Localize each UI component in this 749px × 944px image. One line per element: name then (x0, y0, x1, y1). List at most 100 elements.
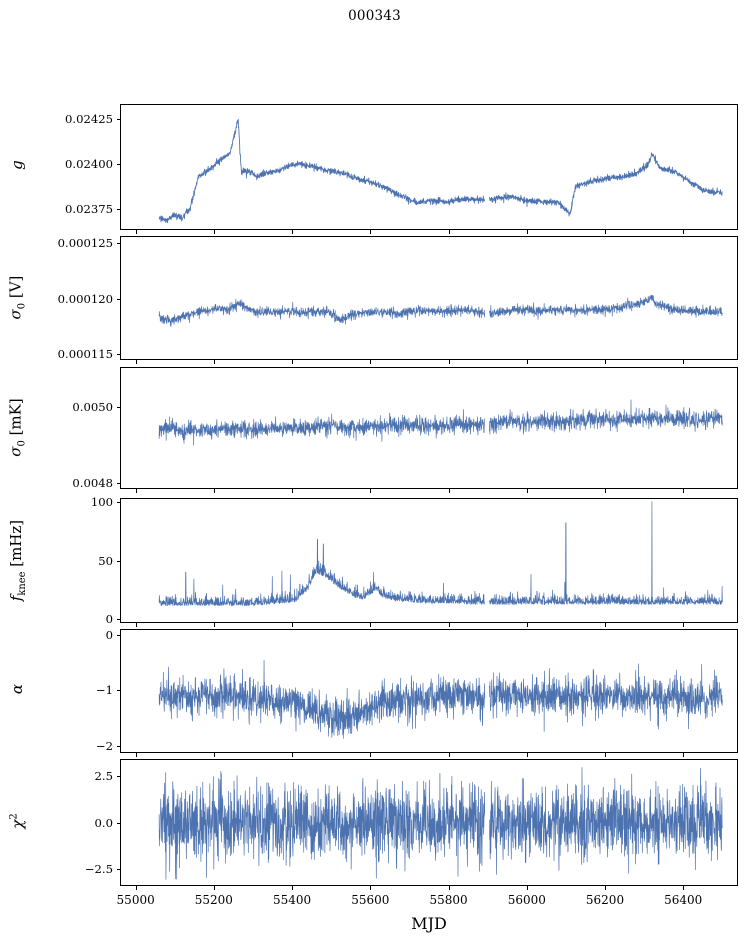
panel-g (120, 104, 738, 230)
y-tick-mark (116, 634, 120, 636)
x-tick-mark (605, 489, 606, 493)
panel-fknee (120, 498, 738, 623)
y-tick-label: 0.000125 (57, 235, 113, 250)
y-tick-label: 2.5 (94, 769, 113, 784)
data-series-line (489, 400, 722, 434)
figure-title: 000343 (348, 8, 401, 24)
y-axis-label: χ2 (8, 812, 26, 829)
x-tick-mark (526, 230, 528, 234)
x-tick-label: 55800 (429, 893, 468, 907)
x-tick-mark (448, 886, 450, 890)
data-series-line (159, 771, 485, 879)
x-tick-mark (135, 886, 137, 890)
y-tick-label: 0.02375 (65, 202, 113, 217)
data-series-line (159, 660, 485, 738)
x-tick-mark (526, 623, 528, 627)
x-tick-mark (213, 623, 215, 627)
panel-sigma0-v (120, 236, 738, 360)
x-tick-label: 56000 (507, 893, 546, 907)
x-tick-mark (292, 230, 294, 234)
y-tick-label: −2 (95, 739, 113, 754)
y-tick-label: −1 (95, 683, 113, 698)
x-tick-mark (683, 623, 685, 627)
x-axis-label: MJD (411, 914, 447, 933)
x-tick-mark (448, 360, 450, 364)
plot-area-alpha (120, 629, 738, 753)
data-series-line (489, 767, 722, 874)
x-tick-mark (683, 230, 685, 234)
data-series-line (489, 502, 722, 605)
y-tick-mark (116, 619, 120, 621)
x-tick-mark (448, 230, 450, 234)
data-series-line (489, 295, 722, 319)
x-tick-mark (213, 360, 215, 364)
data-series-line (489, 153, 722, 216)
x-tick-mark (370, 886, 372, 890)
x-tick-mark (683, 753, 685, 757)
x-tick-mark (683, 360, 685, 364)
x-tick-mark (526, 489, 528, 493)
x-tick-mark (605, 623, 606, 627)
x-tick-label: 56200 (585, 893, 625, 907)
x-tick-mark (605, 753, 606, 757)
y-tick-label: 0 (105, 627, 113, 642)
y-tick-label: 0 (105, 612, 113, 627)
x-tick-mark (292, 753, 294, 757)
x-tick-mark (370, 360, 372, 364)
x-tick-mark (292, 623, 294, 627)
x-tick-mark (292, 489, 294, 493)
y-tick-label: 0.02400 (65, 157, 113, 172)
y-tick-label: 0.000115 (57, 347, 113, 362)
y-tick-mark (116, 164, 120, 166)
y-tick-mark (116, 868, 120, 870)
plot-area-sigma0-mk (120, 367, 738, 489)
x-tick-mark (683, 886, 685, 890)
x-tick-mark (292, 886, 294, 890)
panel-alpha (120, 629, 738, 753)
data-series-line (159, 299, 485, 326)
x-tick-mark (605, 360, 606, 364)
y-tick-label: 100 (90, 494, 113, 509)
y-tick-mark (116, 822, 120, 824)
y-tick-mark (116, 354, 120, 356)
x-tick-mark (213, 230, 215, 234)
panel-chi2 (120, 759, 738, 886)
x-tick-mark (135, 489, 137, 493)
x-tick-mark (526, 360, 528, 364)
y-tick-label: 0.000120 (57, 291, 113, 306)
y-tick-mark (116, 483, 120, 485)
plot-area-chi2 (120, 759, 738, 886)
x-tick-mark (213, 886, 215, 890)
y-tick-label: 50 (98, 553, 113, 568)
plot-area-fknee (120, 498, 738, 623)
panel-sigma0-mk (120, 367, 738, 489)
x-tick-mark (370, 489, 372, 493)
data-series-line (489, 664, 722, 732)
y-tick-mark (116, 560, 120, 562)
y-tick-label: 0.0048 (72, 476, 113, 491)
y-tick-label: −2.5 (84, 861, 113, 876)
y-tick-mark (116, 690, 120, 692)
x-tick-mark (213, 489, 215, 493)
data-series-line (159, 539, 485, 605)
y-tick-mark (116, 776, 120, 778)
x-tick-mark (370, 623, 372, 627)
x-tick-mark (448, 489, 450, 493)
x-tick-mark (526, 886, 528, 890)
plot-area-sigma0-v (120, 236, 738, 360)
x-tick-mark (448, 623, 450, 627)
x-tick-mark (135, 623, 137, 627)
data-series-line (159, 119, 485, 222)
x-tick-label: 55600 (351, 893, 390, 907)
x-tick-mark (448, 753, 450, 757)
data-series-line (159, 410, 485, 446)
plot-area-g (120, 104, 738, 230)
y-tick-label: 0.02425 (65, 112, 113, 127)
x-tick-mark (292, 360, 294, 364)
x-tick-mark (605, 230, 606, 234)
x-tick-mark (605, 886, 606, 890)
x-tick-label: 56400 (664, 893, 703, 907)
x-tick-label: 55200 (194, 893, 233, 907)
x-tick-mark (213, 753, 215, 757)
